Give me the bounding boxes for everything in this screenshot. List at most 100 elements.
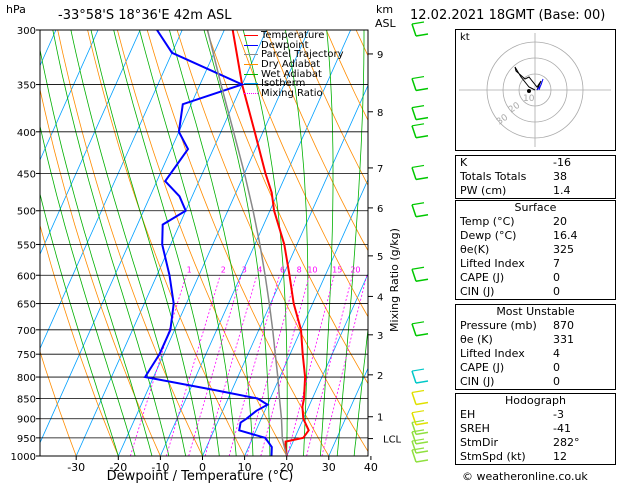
wind-barb-flag (411, 368, 425, 372)
wind-barb-flag (415, 116, 429, 121)
wind-barb-staff (411, 370, 417, 384)
hodograph-row: StmSpd (kt) 12 (460, 450, 567, 463)
wind-barb-flag (415, 421, 429, 426)
isotherm-line (286, 272, 368, 456)
wind-barb-staff (411, 449, 417, 463)
surface-row: CIN (J) 0 (460, 285, 560, 298)
altitude-tick-label: 1 (377, 413, 383, 424)
wet-adiabat-line (40, 124, 136, 456)
km-label: km (376, 3, 394, 16)
wind-barb-flag (415, 450, 429, 454)
hodograph-unit-label: kt (460, 32, 470, 43)
surface-title: Surface (514, 201, 557, 214)
wind-barb-flag (415, 441, 429, 445)
hodograph-ring-label: 10 (523, 94, 535, 104)
legend-item-dewpoint: Dewpoint (244, 40, 344, 50)
wind-barb-flag (411, 105, 425, 109)
hodograph-trace-low (536, 78, 544, 91)
pressure-unit-label: hPa (6, 3, 26, 16)
pressure-tick-label: 300 (17, 26, 36, 37)
temperature-tick-label: -30 (67, 461, 85, 474)
legend-swatch (244, 35, 258, 37)
wind-barb-flag (411, 410, 425, 414)
isotherm-line (0, 30, 14, 456)
most-unstable-title: Most Unstable (496, 305, 575, 318)
altitude-tick-label: 5 (377, 252, 383, 263)
temperature-tick-label: 40 (364, 461, 378, 474)
mixing-ratio-label: 6 (280, 265, 285, 274)
pressure-tick-label: 400 (17, 128, 36, 139)
mixing-ratio-label: 3 (242, 265, 247, 274)
isotherm-line (244, 178, 368, 456)
dry-adiabat-line (40, 350, 77, 456)
dry-adiabat-line (355, 30, 368, 57)
mixing-ratio-label: 10 (307, 265, 317, 274)
wind-barb-staff (411, 323, 417, 337)
dry-adiabat-line (416, 30, 455, 456)
isotherm-line (413, 30, 455, 456)
surface-row: Temp (°C) 20 (460, 215, 567, 228)
wind-barb-flag (415, 214, 429, 218)
pressure-tick-label: 650 (17, 300, 36, 311)
wind-barb-staff (411, 204, 417, 217)
temperature-tick-label: 30 (322, 461, 336, 474)
plot-frame (39, 29, 369, 457)
x-axis-label: Dewpoint / Temperature (°C) (107, 469, 294, 484)
wind-barb-flag (411, 447, 425, 451)
mixing-ratio-label: 8 (297, 265, 302, 274)
altitude-tick-label: 8 (377, 108, 383, 119)
mixing-ratio-line (204, 275, 258, 456)
legend-swatch (244, 54, 258, 56)
hodograph-table: Hodograph EH -3 SREH -41 StmDir 282° StmSpd… (455, 393, 616, 465)
wind-barb-flag (411, 75, 425, 80)
temperature-profile (231, 30, 310, 456)
parcel-trajectory-profile (206, 30, 288, 456)
dry-adiabat-line (296, 30, 368, 187)
surface-row: Lifted Index 7 (460, 257, 560, 270)
asl-label: ASL (375, 17, 396, 30)
hodograph-row: SREH -41 (460, 422, 571, 435)
mixing-ratio-label: 4 (257, 265, 262, 274)
wind-barb-flag (411, 389, 425, 394)
legend-item-parcel: Parcel Trajectory (244, 50, 344, 60)
dewpoint-profile (143, 30, 273, 456)
legend-swatch (244, 92, 258, 94)
mixing-ratio-line (188, 275, 242, 456)
temperature-tick-label: -10 (151, 461, 169, 474)
most-unstable-row: Pressure (mb) 870 (460, 319, 574, 332)
isotherm-line (202, 84, 368, 456)
pressure-tick-label: 450 (17, 169, 36, 180)
footer-credit: © weatheronline.co.uk (462, 470, 588, 483)
legend-item-temperature: Temperature (244, 31, 344, 41)
sounding-datetime: 12.02.2021 18GMT (Base: 00) (410, 8, 606, 23)
wind-barb-flag (415, 431, 429, 436)
pressure-tick-label: 700 (17, 326, 36, 337)
wind-barb-flag (411, 429, 425, 433)
temperature-tick-label: 20 (280, 461, 294, 474)
dry-adiabat-line (266, 30, 368, 252)
pressure-tick-label: 600 (17, 271, 36, 282)
altitude-tick-label: 2 (377, 371, 383, 382)
hodograph-table-title: Hodograph (505, 394, 566, 407)
most-unstable-row: CIN (J) 0 (460, 375, 560, 388)
hodograph-row: StmDir 282° (460, 436, 580, 449)
isotherm-line (40, 30, 183, 350)
wind-barb-staff (411, 412, 417, 425)
mixing-ratio-line (166, 275, 221, 456)
pressure-tick-label: 950 (17, 434, 36, 445)
wind-barb-flag (411, 419, 425, 424)
altitude-tick-label: 7 (377, 164, 383, 175)
wind-barb-flag (415, 135, 429, 139)
legend-item-mixing-ratio: Mixing Ratio (244, 88, 344, 98)
dry-adiabat-line (40, 87, 161, 456)
altitude-tick-label: 9 (377, 50, 383, 61)
chart-legend: Temperature Dewpoint Parcel Trajectory D… (244, 31, 344, 98)
mixing-ratio-label: 1 (187, 265, 192, 274)
wind-barb-staff (411, 23, 417, 37)
pressure-tick-label: 800 (17, 373, 36, 384)
skewt-chart: 1 2 3 4 6 8 10 15 20 300350400450500550600650700… (0, 21, 455, 484)
index-row-totals: Totals Totals 38 (460, 170, 567, 183)
wind-barb-flag (411, 164, 425, 169)
index-row-k: K -16 (460, 156, 571, 169)
wet-adiabat-line (353, 325, 368, 456)
